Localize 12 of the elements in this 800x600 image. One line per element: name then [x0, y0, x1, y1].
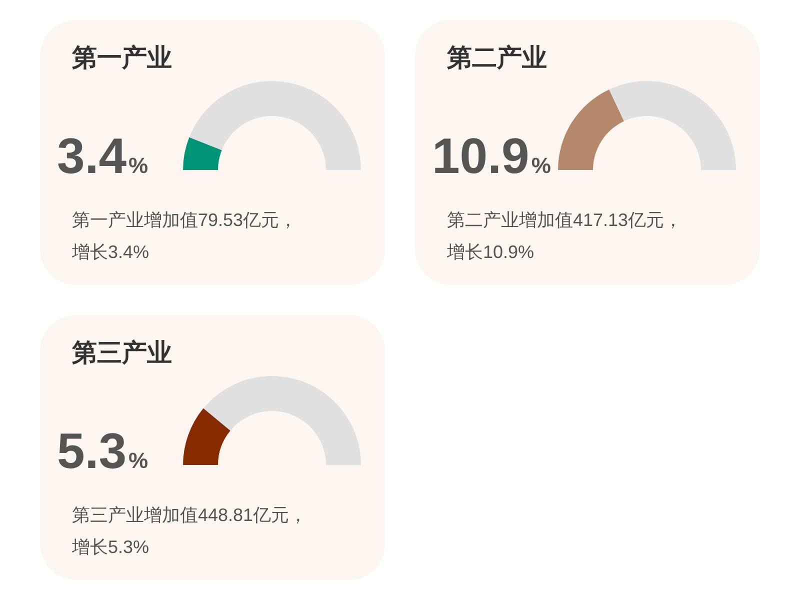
title: 第三产业: [72, 339, 172, 367]
value-label: 10.9%: [432, 128, 551, 184]
annotation: 第三产业增加值448.81亿元，: [72, 505, 308, 525]
annotation: 第二产业增加值417.13亿元，: [447, 210, 682, 230]
title: 第二产业: [447, 44, 547, 72]
title: 第一产业: [72, 44, 172, 72]
annotation: 增长5.3%: [72, 537, 150, 557]
annotation: 第一产业增加值79.53亿元，: [72, 210, 298, 230]
annotation: 增长10.9%: [447, 242, 534, 262]
annotation: 增长3.4%: [72, 242, 150, 262]
value-label: 3.4%: [57, 128, 148, 184]
value-label: 5.3%: [57, 423, 148, 479]
